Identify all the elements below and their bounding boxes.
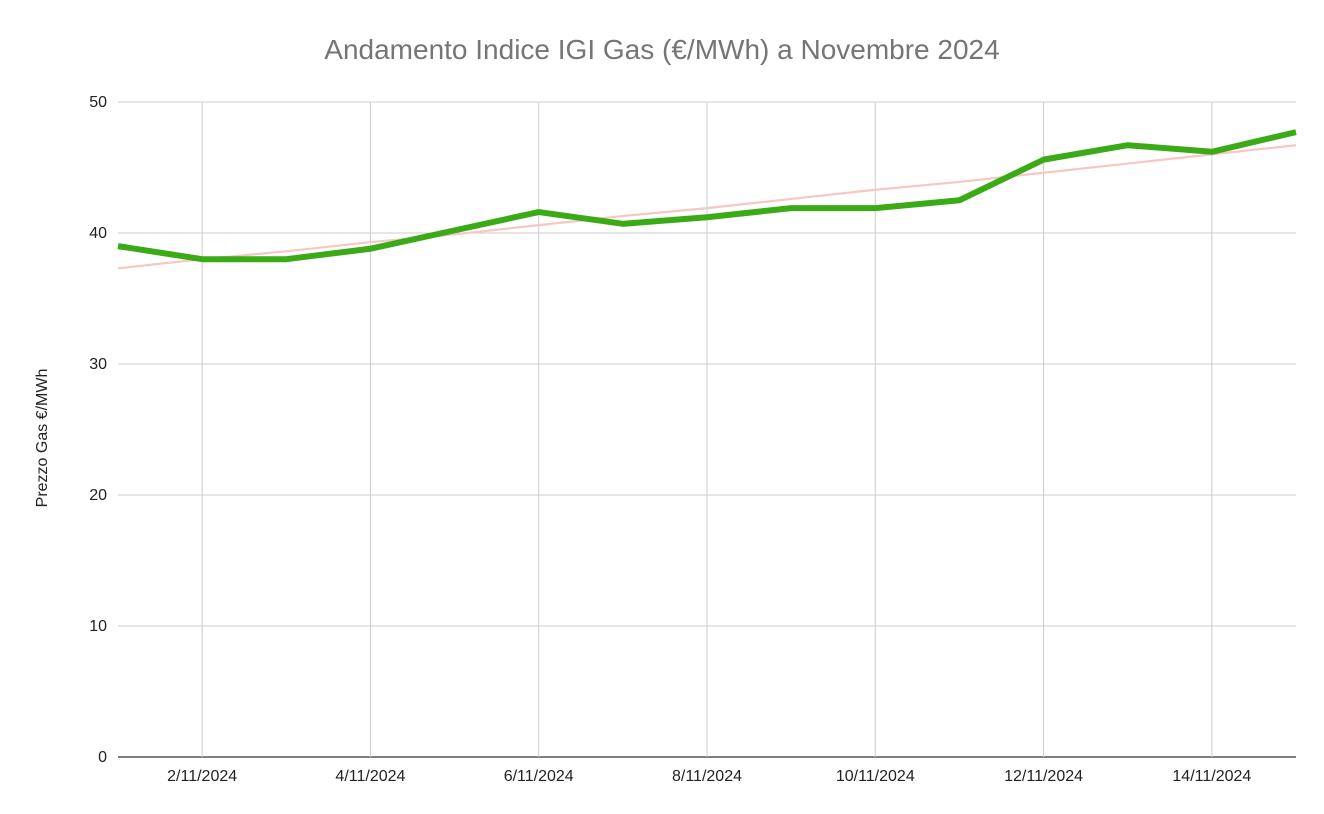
x-tick-label: 10/11/2024	[836, 768, 915, 785]
y-tick-label: 30	[89, 356, 107, 373]
y-tick-label: 10	[89, 618, 107, 635]
chart-title: Andamento Indice IGI Gas (€/MWh) a Novem…	[324, 34, 999, 65]
y-tick-label: 0	[98, 749, 107, 766]
trendline	[117, 144, 1297, 270]
x-tick-label: 6/11/2024	[504, 768, 574, 785]
series-line-prezzo-gas	[117, 129, 1297, 263]
grid-lines	[118, 101, 1296, 758]
y-tick-label: 20	[89, 487, 107, 504]
y-axis-label: Prezzo Gas €/MWh	[34, 369, 51, 508]
x-tick-label: 12/11/2024	[1004, 768, 1083, 785]
x-tick-label: 4/11/2024	[335, 768, 405, 785]
y-tick-label: 50	[89, 94, 107, 111]
x-axis-ticks: 2/11/2024 4/11/2024 6/11/2024 8/11/2024 10/1…	[167, 768, 1251, 785]
y-tick-label: 40	[89, 225, 107, 242]
x-tick-label: 14/11/2024	[1172, 768, 1251, 785]
y-axis-ticks: 0 10 20 30 40 50	[89, 94, 107, 766]
x-tick-label: 2/11/2024	[167, 768, 237, 785]
series-layer	[117, 129, 1297, 270]
x-tick-label: 8/11/2024	[672, 768, 742, 785]
